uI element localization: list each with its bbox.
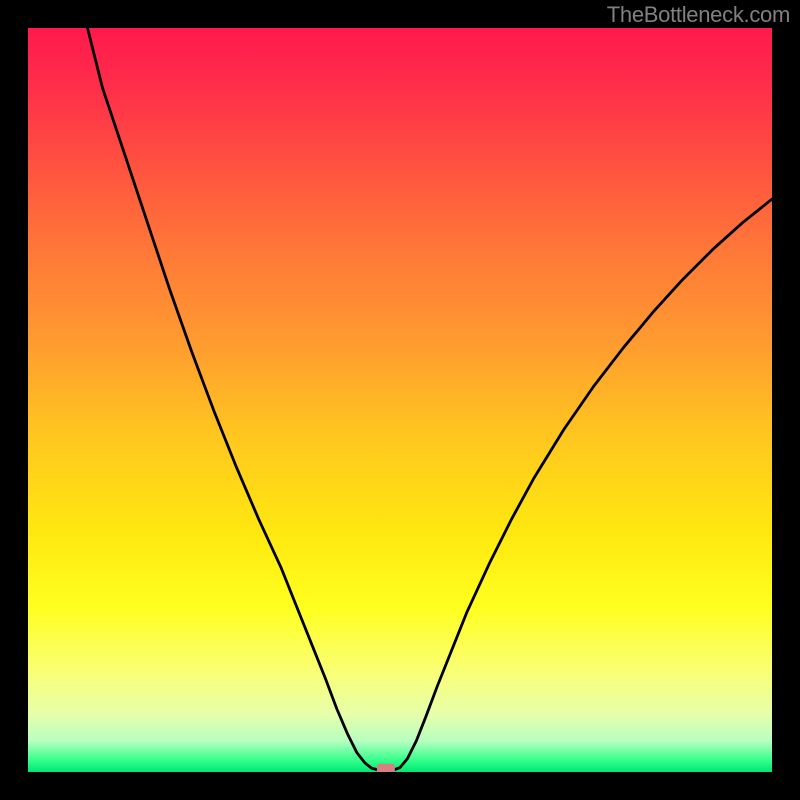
chart-container: TheBottleneck.com { "watermark": { "text… [0,0,800,800]
watermark-text: TheBottleneck.com [607,2,790,28]
chart-plot-background [28,28,772,772]
chart-svg [0,0,800,800]
